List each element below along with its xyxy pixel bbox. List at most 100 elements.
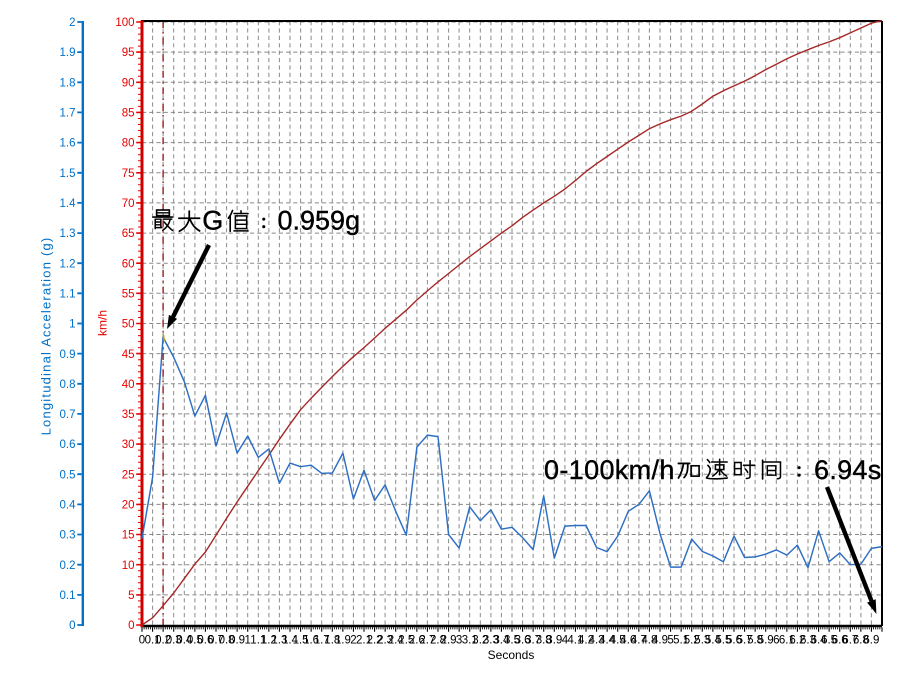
svg-text:6.2: 6.2 <box>789 635 805 647</box>
svg-text:5.2: 5.2 <box>684 635 700 647</box>
svg-text:6.1: 6.1 <box>779 635 795 647</box>
svg-text:5.8: 5.8 <box>747 635 763 647</box>
svg-text:1: 1 <box>69 319 75 331</box>
svg-text:0.3: 0.3 <box>60 530 76 542</box>
svg-text:100: 100 <box>115 17 134 29</box>
svg-text:25: 25 <box>122 469 135 481</box>
svg-text:3.4: 3.4 <box>493 635 510 647</box>
svg-text:60: 60 <box>122 258 135 270</box>
svg-text:2.8: 2.8 <box>430 635 446 647</box>
svg-text:1.6: 1.6 <box>303 635 319 647</box>
svg-text:6.4: 6.4 <box>811 635 828 647</box>
svg-text:1.8: 1.8 <box>324 635 340 647</box>
svg-text:0.5: 0.5 <box>60 469 76 481</box>
svg-text:0.8: 0.8 <box>219 635 235 647</box>
svg-text:5.9: 5.9 <box>758 635 774 647</box>
svg-text:2.9: 2.9 <box>441 635 457 647</box>
svg-text:4.8: 4.8 <box>641 635 657 647</box>
svg-text:30: 30 <box>122 439 135 451</box>
svg-text:65: 65 <box>122 228 135 240</box>
svg-text:6.94s: 6.94s <box>814 455 882 485</box>
svg-text:5: 5 <box>667 635 673 647</box>
svg-text:2.2: 2.2 <box>367 635 383 647</box>
svg-text:6.6: 6.6 <box>832 635 848 647</box>
svg-text:0.959g: 0.959g <box>278 206 361 236</box>
svg-text:4.3: 4.3 <box>589 635 605 647</box>
svg-text:3.6: 3.6 <box>515 635 531 647</box>
svg-text:km/h: km/h <box>96 310 110 336</box>
svg-text:80: 80 <box>122 138 135 150</box>
svg-text:70: 70 <box>122 198 135 210</box>
svg-text:0.6: 0.6 <box>197 635 213 647</box>
svg-text:2.5: 2.5 <box>398 635 414 647</box>
svg-text:1.4: 1.4 <box>282 635 299 647</box>
svg-text:2.6: 2.6 <box>409 635 425 647</box>
svg-text:1.2: 1.2 <box>261 635 277 647</box>
svg-text:Longitudinal Acceleration (g): Longitudinal Acceleration (g) <box>39 237 54 436</box>
svg-text:6.7: 6.7 <box>842 635 858 647</box>
svg-text:4.4: 4.4 <box>599 635 616 647</box>
svg-text:0.1: 0.1 <box>60 590 76 602</box>
svg-text:4.2: 4.2 <box>578 635 594 647</box>
svg-text:1.7: 1.7 <box>314 635 330 647</box>
svg-text:0.7: 0.7 <box>208 635 224 647</box>
svg-text:0: 0 <box>128 620 134 632</box>
svg-text:85: 85 <box>122 108 135 120</box>
svg-text:4.6: 4.6 <box>620 635 636 647</box>
svg-text:35: 35 <box>122 409 135 421</box>
svg-text:95: 95 <box>122 47 135 59</box>
svg-text:0.9: 0.9 <box>229 635 245 647</box>
svg-text:5.3: 5.3 <box>694 635 710 647</box>
svg-text:4.9: 4.9 <box>652 635 668 647</box>
svg-text:0.9: 0.9 <box>60 349 76 361</box>
svg-text:5: 5 <box>128 590 134 602</box>
svg-text:3.8: 3.8 <box>536 635 552 647</box>
svg-text:2.1: 2.1 <box>356 635 372 647</box>
svg-text:5.4: 5.4 <box>705 635 722 647</box>
svg-text:2.7: 2.7 <box>419 635 435 647</box>
svg-text:2: 2 <box>69 17 75 29</box>
svg-text:0: 0 <box>139 635 145 647</box>
svg-text:3: 3 <box>456 635 462 647</box>
svg-text:6.8: 6.8 <box>853 635 869 647</box>
svg-text:5.5: 5.5 <box>715 635 731 647</box>
svg-text:0.3: 0.3 <box>166 635 182 647</box>
svg-text:1.1: 1.1 <box>60 288 76 300</box>
svg-text:0.2: 0.2 <box>155 635 171 647</box>
svg-text:4: 4 <box>562 635 569 647</box>
svg-text:G: G <box>202 206 223 236</box>
svg-text:1.9: 1.9 <box>60 47 76 59</box>
svg-text:4.1: 4.1 <box>567 635 583 647</box>
svg-text:2.4: 2.4 <box>388 635 405 647</box>
svg-text:3.5: 3.5 <box>504 635 520 647</box>
svg-text:6.5: 6.5 <box>821 635 837 647</box>
svg-text:0.5: 0.5 <box>187 635 203 647</box>
svg-text:6.9: 6.9 <box>863 635 879 647</box>
svg-text:3.2: 3.2 <box>472 635 488 647</box>
svg-text:1.6: 1.6 <box>60 138 76 150</box>
svg-text:1.5: 1.5 <box>60 168 76 180</box>
svg-text:1.7: 1.7 <box>60 108 76 120</box>
svg-text:6.3: 6.3 <box>800 635 816 647</box>
svg-text:10: 10 <box>122 560 135 572</box>
svg-text:1: 1 <box>244 635 250 647</box>
svg-text:4.5: 4.5 <box>610 635 626 647</box>
svg-text:0.8: 0.8 <box>60 379 76 391</box>
svg-text:0.4: 0.4 <box>176 635 193 647</box>
svg-text:20: 20 <box>122 500 135 512</box>
svg-text:75: 75 <box>122 168 135 180</box>
svg-text:45: 45 <box>122 349 135 361</box>
svg-text:0.7: 0.7 <box>60 409 76 421</box>
svg-text:5.7: 5.7 <box>737 635 753 647</box>
svg-text:4.7: 4.7 <box>631 635 647 647</box>
svg-text:0.1: 0.1 <box>145 635 161 647</box>
svg-text:1.9: 1.9 <box>335 635 351 647</box>
svg-text:55: 55 <box>122 288 135 300</box>
svg-text:1.3: 1.3 <box>60 228 76 240</box>
svg-text:3.1: 3.1 <box>462 635 478 647</box>
svg-text:1.2: 1.2 <box>60 258 76 270</box>
svg-text:3.3: 3.3 <box>483 635 499 647</box>
svg-text:0: 0 <box>69 620 75 632</box>
svg-text:1.4: 1.4 <box>60 198 77 210</box>
svg-text:3.9: 3.9 <box>546 635 562 647</box>
